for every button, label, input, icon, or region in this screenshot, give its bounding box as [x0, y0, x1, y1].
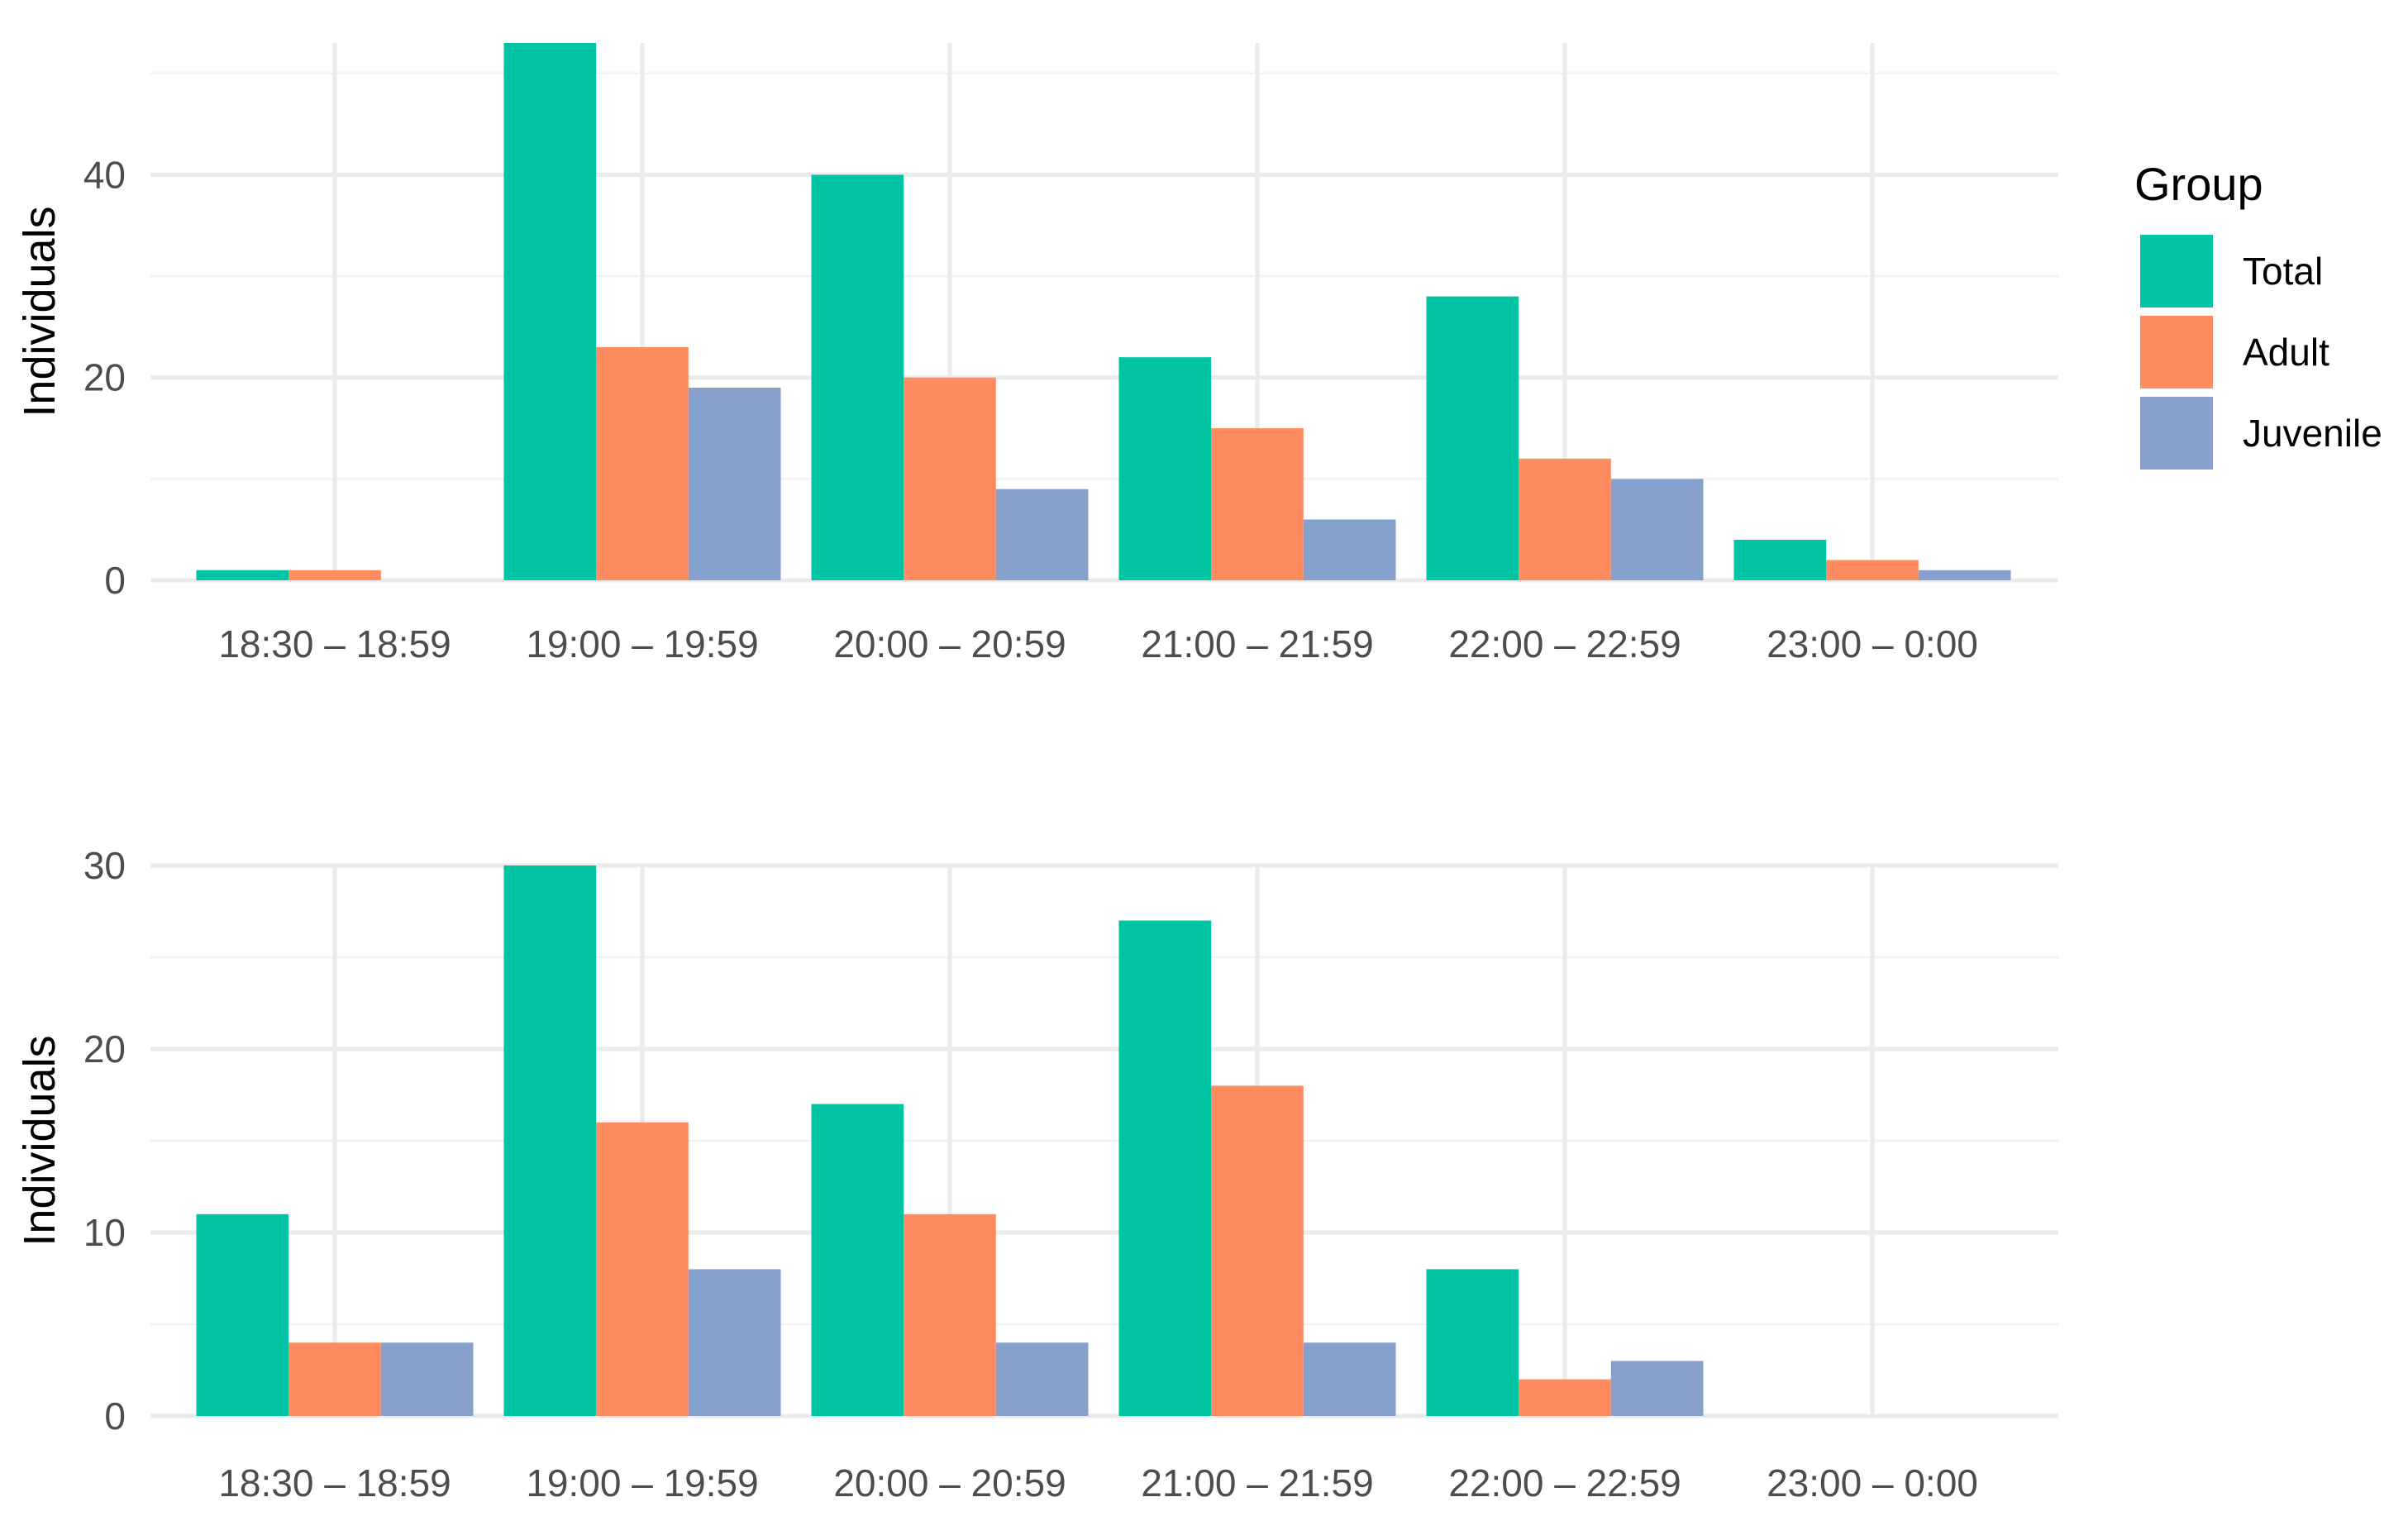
y-tick-label: 20 — [83, 356, 126, 399]
y-tick-label: 10 — [83, 1211, 126, 1254]
bar-adult-5 — [1519, 1379, 1611, 1416]
bar-juvenile-5 — [1610, 1361, 1704, 1416]
x-tick-label: 19:00 – 19:59 — [526, 622, 758, 665]
legend-label-total: Total — [2243, 250, 2323, 293]
y-tick-label: 20 — [83, 1028, 126, 1070]
y-tick-label: 0 — [104, 1395, 126, 1438]
bar-adult-4 — [1211, 1085, 1304, 1416]
bar-juvenile-3 — [995, 489, 1089, 580]
gridlines — [150, 863, 2058, 1418]
x-tick-label: 22:00 – 22:59 — [1448, 1461, 1681, 1504]
legend: Group Total Adult Juvenile — [2134, 158, 2382, 470]
y-axis-ticks: 0 10 20 30 — [83, 844, 126, 1438]
bar-juvenile-4 — [1303, 519, 1396, 580]
legend-key-juvenile — [2140, 397, 2213, 470]
y-tick-label: 30 — [83, 844, 126, 887]
bar-juvenile-2 — [688, 1269, 781, 1416]
bar-adult-3 — [904, 377, 996, 580]
bar-juvenile-3 — [995, 1342, 1089, 1416]
bar-juvenile-1 — [380, 1342, 474, 1416]
x-tick-label: 23:00 – 0:00 — [1767, 622, 1978, 665]
bar-total-4 — [1118, 357, 1212, 580]
bar-total-5 — [1426, 296, 1519, 580]
bar-total-1 — [196, 570, 289, 580]
x-tick-label: 18:30 – 18:59 — [218, 622, 451, 665]
y-tick-label: 40 — [83, 153, 126, 196]
bar-total-3 — [811, 174, 904, 580]
bar-total-2 — [503, 43, 597, 580]
x-tick-label: 23:00 – 0:00 — [1767, 1461, 1978, 1504]
bar-total-2 — [503, 865, 597, 1416]
chart-panel-1: 0 20 40 18:30 – 18:59 19:00 – 19:59 20:00 – 2… — [15, 43, 2058, 665]
bar-juvenile-2 — [688, 387, 781, 580]
x-tick-label: 22:00 – 22:59 — [1448, 622, 1681, 665]
bar-adult-3 — [904, 1213, 996, 1416]
legend-key-adult — [2140, 316, 2213, 389]
bar-total-6 — [1733, 539, 1827, 580]
bar-total-4 — [1118, 920, 1212, 1416]
legend-label-juvenile: Juvenile — [2243, 412, 2382, 455]
bar-adult-1 — [288, 570, 381, 580]
panels: 0 20 40 18:30 – 18:59 19:00 – 19:59 20:00 – 2… — [15, 43, 2058, 1504]
y-tick-label: 0 — [104, 559, 126, 602]
x-tick-label: 21:00 – 21:59 — [1141, 622, 1373, 665]
bar-juvenile-6 — [1918, 570, 2011, 580]
bar-total-3 — [811, 1104, 904, 1416]
chart-panel-2: 0 10 20 30 18:30 – 18:59 19:00 – 19:59 20:00 –… — [15, 844, 2058, 1504]
y-axis-title: Individuals — [15, 1035, 64, 1246]
x-axis-ticks: 18:30 – 18:59 19:00 – 19:59 20:00 – 20:59 2… — [218, 622, 1978, 665]
bar-juvenile-4 — [1303, 1342, 1396, 1416]
y-axis-ticks: 0 20 40 — [83, 153, 126, 602]
bar-total-5 — [1426, 1269, 1519, 1416]
bars — [196, 43, 2011, 580]
bar-total-1 — [196, 1213, 289, 1416]
bar-adult-4 — [1211, 428, 1304, 580]
bar-adult-1 — [288, 1342, 381, 1416]
bar-adult-6 — [1826, 560, 1919, 580]
x-tick-label: 20:00 – 20:59 — [833, 1461, 1066, 1504]
bar-juvenile-5 — [1610, 479, 1704, 580]
x-axis-ticks: 18:30 – 18:59 19:00 – 19:59 20:00 – 20:59 2… — [218, 1461, 1978, 1504]
x-tick-label: 19:00 – 19:59 — [526, 1461, 758, 1504]
y-axis-title: Individuals — [15, 206, 64, 417]
x-tick-label: 21:00 – 21:59 — [1141, 1461, 1373, 1504]
bar-adult-2 — [596, 346, 689, 580]
bar-adult-2 — [596, 1122, 689, 1416]
legend-label-adult: Adult — [2243, 331, 2329, 374]
bars — [196, 865, 1704, 1416]
legend-title: Group — [2134, 158, 2263, 210]
x-tick-label: 18:30 – 18:59 — [218, 1461, 451, 1504]
gridlines — [150, 43, 2058, 583]
bar-adult-5 — [1519, 458, 1611, 580]
x-tick-label: 20:00 – 20:59 — [833, 622, 1066, 665]
legend-key-total — [2140, 235, 2213, 308]
